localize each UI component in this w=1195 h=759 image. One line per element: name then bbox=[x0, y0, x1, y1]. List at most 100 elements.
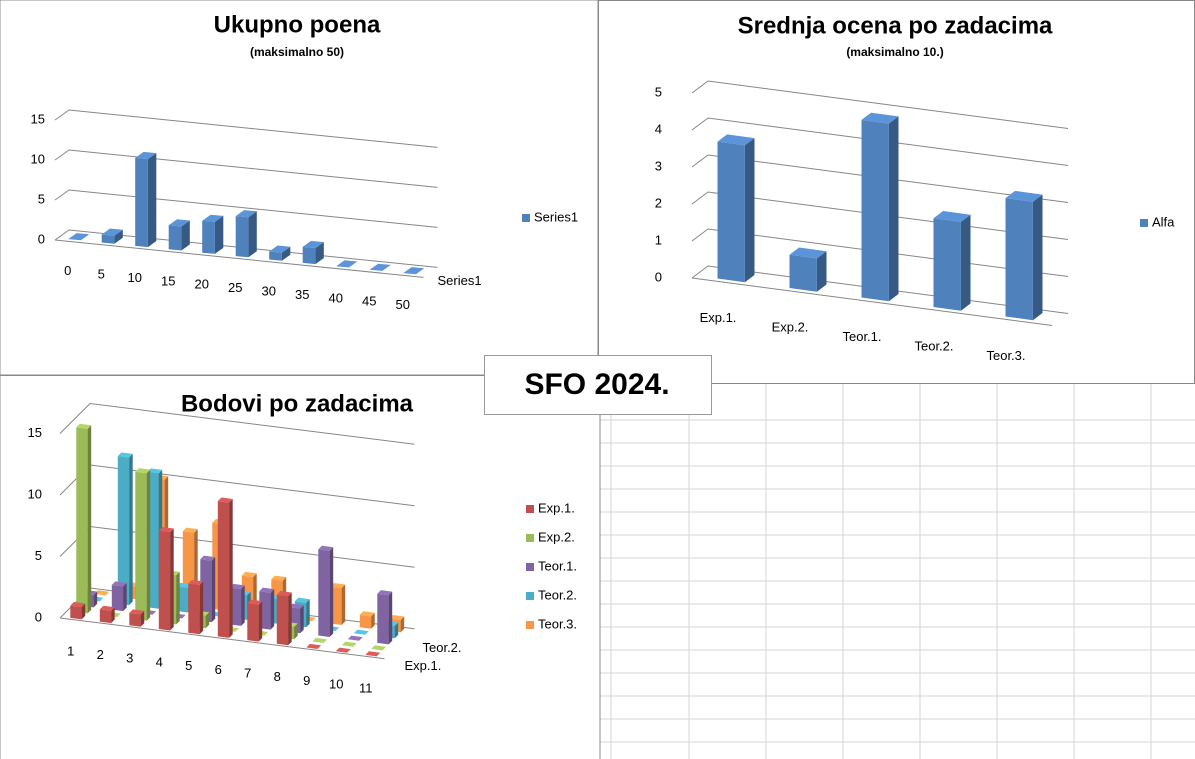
bar-front bbox=[377, 593, 389, 645]
bar bbox=[99, 605, 115, 624]
bar-top bbox=[176, 582, 192, 588]
bar-side bbox=[300, 605, 304, 634]
bar-top bbox=[933, 211, 971, 222]
bar-front bbox=[76, 427, 88, 614]
bar-side bbox=[129, 453, 133, 606]
bar-top bbox=[235, 210, 257, 218]
bar-front bbox=[359, 614, 372, 629]
bar bbox=[335, 647, 351, 653]
axis-line bbox=[54, 239, 424, 278]
x-tick-label: 0 bbox=[64, 263, 71, 278]
bar bbox=[68, 233, 90, 241]
bar-top bbox=[302, 240, 324, 249]
bar-top bbox=[336, 260, 358, 268]
bar-front bbox=[269, 251, 282, 261]
bar-top bbox=[168, 219, 190, 227]
x-tick-label: 9 bbox=[303, 673, 310, 688]
bar-side bbox=[248, 211, 257, 258]
bar bbox=[359, 611, 375, 629]
bar-side bbox=[87, 425, 92, 614]
bar-side bbox=[281, 246, 291, 261]
text-box bbox=[484, 355, 712, 415]
bar-front bbox=[188, 583, 200, 635]
x-tick-label: 30 bbox=[262, 284, 276, 299]
bar bbox=[318, 545, 334, 637]
x-tick-label: 15 bbox=[161, 273, 175, 288]
depth-label: Exp.1. bbox=[405, 658, 442, 673]
bar-top bbox=[117, 452, 133, 458]
x-tick-label: 6 bbox=[215, 662, 222, 677]
bar bbox=[135, 151, 157, 248]
bar-top bbox=[294, 597, 310, 603]
bar-top bbox=[341, 641, 357, 647]
bar-top bbox=[335, 647, 351, 653]
bar bbox=[202, 214, 224, 254]
y-tick-label: 2 bbox=[655, 195, 662, 210]
bar-top bbox=[347, 635, 363, 641]
bar bbox=[129, 609, 145, 627]
bar-top bbox=[259, 587, 275, 593]
bar bbox=[76, 423, 92, 614]
bar-top bbox=[318, 545, 334, 551]
bar-side bbox=[341, 584, 346, 625]
grid-line bbox=[691, 117, 1069, 166]
axis-line bbox=[691, 277, 1053, 326]
bar-front bbox=[129, 613, 141, 627]
bar-top bbox=[276, 591, 292, 597]
bar-front bbox=[70, 605, 82, 620]
bar-top bbox=[135, 151, 157, 160]
bar-top bbox=[403, 267, 425, 275]
bar-top bbox=[269, 245, 291, 253]
bar-top bbox=[369, 263, 391, 271]
bar-top bbox=[1005, 190, 1043, 202]
y-tick-label: 10 bbox=[28, 486, 42, 501]
depth-label: Series1 bbox=[438, 273, 482, 288]
bar-top bbox=[241, 571, 257, 577]
bar-front bbox=[302, 246, 316, 265]
legend-label: Teor.1. bbox=[538, 558, 577, 573]
bar bbox=[371, 645, 387, 651]
legend-swatch bbox=[526, 563, 534, 571]
bar-side bbox=[170, 528, 174, 631]
bar bbox=[717, 134, 755, 283]
bar-front bbox=[101, 234, 115, 244]
x-tick-label: Exp.2. bbox=[772, 320, 809, 335]
bar-top bbox=[101, 228, 123, 236]
y-tick-label: 15 bbox=[31, 111, 45, 126]
x-tick-label: 1 bbox=[67, 643, 74, 658]
grid-line bbox=[54, 189, 438, 228]
bar-side bbox=[744, 138, 755, 283]
bar bbox=[235, 210, 257, 258]
chart: 0 1 2 3 4 5 Exp.1. Exp.2. Teor.1. Teor.2. Teor.3. A… bbox=[655, 80, 1175, 363]
y-tick-label: 0 bbox=[655, 269, 662, 284]
bar-top bbox=[312, 637, 328, 643]
bar-side bbox=[371, 612, 375, 629]
bar-top bbox=[371, 645, 387, 651]
bar-top bbox=[229, 583, 245, 589]
bar-front bbox=[202, 220, 215, 254]
x-tick-label: 35 bbox=[295, 287, 309, 302]
bar-side bbox=[111, 607, 115, 624]
bar-top bbox=[129, 609, 145, 615]
bar-side bbox=[146, 469, 151, 621]
bar bbox=[135, 468, 151, 621]
axis-line bbox=[59, 617, 385, 660]
bar-top bbox=[306, 643, 322, 649]
chart-panel bbox=[0, 375, 601, 759]
bar-top bbox=[288, 603, 304, 609]
bar-side bbox=[315, 242, 324, 265]
legend-swatch bbox=[1140, 219, 1148, 227]
bar-front bbox=[135, 471, 147, 621]
bar bbox=[302, 240, 324, 265]
x-tick-label: 5 bbox=[185, 658, 192, 673]
legend-swatch bbox=[526, 505, 534, 513]
y-tick-label: 0 bbox=[38, 231, 45, 246]
bar-top bbox=[789, 247, 827, 259]
bar-front bbox=[861, 119, 889, 302]
bar bbox=[306, 643, 322, 649]
bar-top bbox=[330, 583, 346, 589]
y-tick-label: 5 bbox=[655, 84, 662, 99]
legend-label: Teor.2. bbox=[538, 587, 577, 602]
